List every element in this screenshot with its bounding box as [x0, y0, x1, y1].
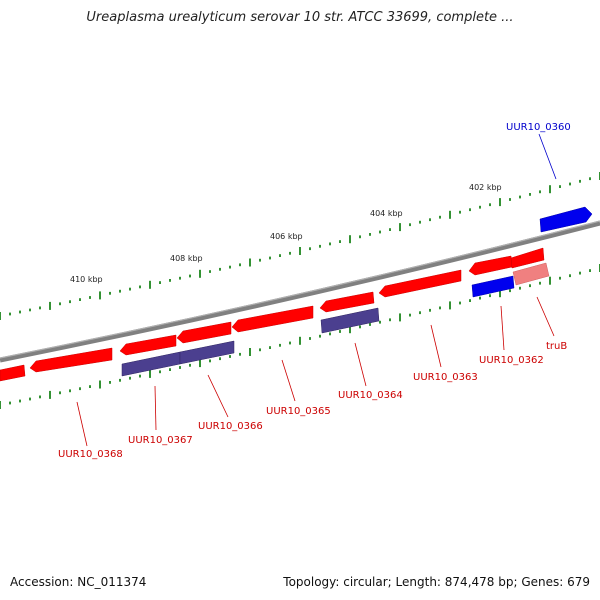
outer-tick-ring — [0, 172, 600, 320]
map-title: Ureaplasma urealyticum serovar 10 str. A… — [86, 10, 514, 25]
scale-label-410: 410 kbp — [70, 275, 103, 284]
genome-summary-text: Topology: circular; Length: 874,478 bp; … — [283, 575, 590, 589]
gene-label-0366[interactable]: UUR10_0366 — [198, 421, 263, 432]
gene-box-0364[interactable] — [320, 307, 380, 334]
scale-label-404: 404 kbp — [370, 209, 403, 218]
accession-text: Accession: NC_011374 — [10, 575, 147, 589]
genome-backbone-highlight — [0, 220, 600, 359]
gene-label-trub[interactable]: truB — [546, 341, 567, 352]
genome-backbone — [0, 220, 600, 363]
gene-labels: UUR10_0360 truB UUR10_0362 UUR10_0363 UU… — [58, 122, 571, 460]
gene-label-0362[interactable]: UUR10_0362 — [479, 355, 544, 366]
gene-arrow-0366[interactable] — [176, 321, 232, 344]
scale-label-402: 402 kbp — [469, 183, 502, 192]
leader-trub — [536, 296, 555, 337]
gene-arrow-0367[interactable] — [119, 334, 177, 356]
leader-0364 — [354, 342, 367, 387]
gene-label-0367[interactable]: UUR10_0367 — [128, 435, 193, 446]
gene-arrow-0368b[interactable] — [29, 347, 113, 373]
gene-arrow-0368[interactable] — [0, 364, 26, 382]
gene-label-0363[interactable]: UUR10_0363 — [413, 372, 478, 383]
gene-arrow-0365[interactable] — [231, 305, 314, 333]
scale-label-406: 406 kbp — [270, 232, 303, 241]
gene-arrow-0364[interactable] — [319, 291, 375, 313]
gene-arrow-0363[interactable] — [378, 269, 462, 298]
gene-label-0360[interactable]: UUR10_0360 — [506, 122, 571, 133]
reverse-genes — [121, 206, 593, 377]
gene-box-0366[interactable] — [179, 340, 235, 365]
leader-0360 — [538, 133, 557, 180]
leader-0362 — [500, 305, 505, 351]
gene-arrow-0362[interactable] — [468, 255, 513, 276]
forward-genes — [0, 247, 550, 382]
gene-box-0367[interactable] — [121, 351, 181, 377]
leader-0366 — [207, 374, 229, 418]
gene-arrow-0360[interactable] — [539, 206, 593, 233]
gene-box-0362[interactable] — [471, 275, 515, 298]
leader-0363 — [430, 324, 442, 368]
leader-0367 — [154, 385, 157, 431]
gene-label-0368[interactable]: UUR10_0368 — [58, 449, 123, 460]
leader-0368 — [76, 401, 88, 447]
gene-arrow-trub[interactable] — [512, 262, 550, 286]
gene-arrow-0362b[interactable] — [510, 247, 545, 269]
label-leaders — [76, 133, 557, 447]
leader-0365 — [281, 359, 296, 402]
gene-label-0365[interactable]: UUR10_0365 — [266, 406, 331, 417]
gene-label-0364[interactable]: UUR10_0364 — [338, 390, 403, 401]
scale-label-408: 408 kbp — [170, 254, 203, 263]
